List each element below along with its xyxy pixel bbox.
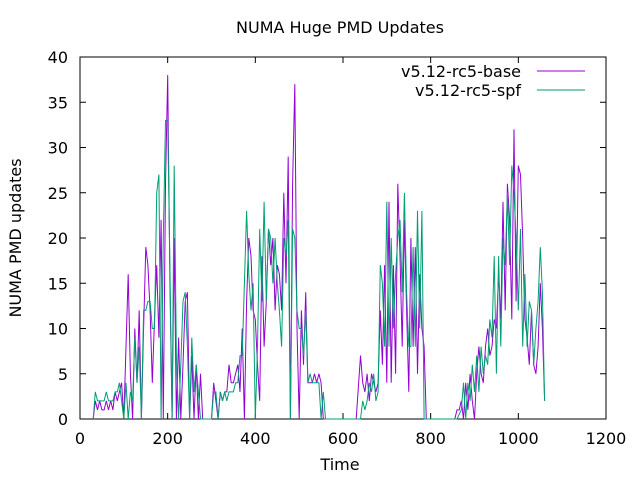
y-tick-label: 5 [58,365,68,384]
x-tick-label: 800 [415,429,446,448]
x-tick-label: 1000 [498,429,539,448]
x-tick-label: 200 [152,429,183,448]
x-tick-label: 600 [328,429,359,448]
y-axis-label: NUMA PMD updates [6,158,25,317]
chart-title: NUMA Huge PMD Updates [236,18,444,37]
y-tick-label: 25 [48,184,68,203]
series-line-spf [92,119,546,420]
x-axis-label: Time [319,455,359,474]
x-tick-label: 1200 [586,429,627,448]
y-tick-label: 0 [58,410,68,429]
x-tick-label: 400 [240,429,271,448]
x-tick-label: 0 [75,429,85,448]
y-tick-label: 10 [48,320,68,339]
legend-label: v5.12-rc5-base [401,62,521,81]
y-tick-label: 30 [48,139,68,158]
legend-label: v5.12-rc5-spf [415,81,521,100]
series-layer [92,75,546,420]
axis-ticks: 0 200 400 600 800 1000 1200 0 5 10 15 20 25 30 35 40 [48,48,627,448]
y-tick-label: 15 [48,274,68,293]
plot-frame [79,56,607,420]
series-line-base [92,75,546,420]
plot-border [79,56,607,420]
y-tick-label: 20 [48,229,68,248]
y-tick-label: 35 [48,93,68,112]
y-tick-label: 40 [48,48,68,67]
